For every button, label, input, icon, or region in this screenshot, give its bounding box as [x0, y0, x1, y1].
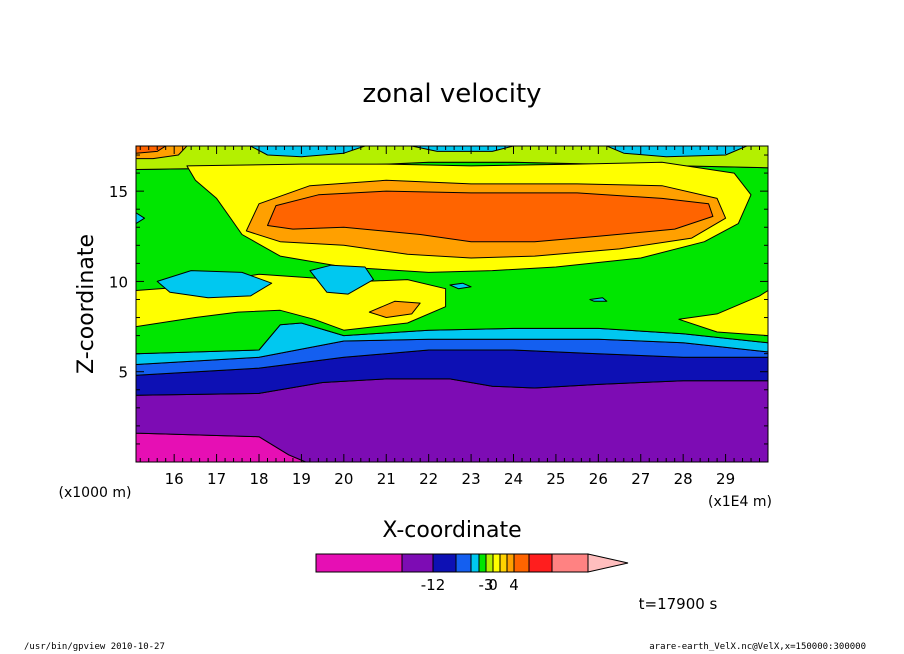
- x-tick-label: 21: [377, 470, 396, 488]
- footer-left: /usr/bin/gpview 2010-10-27: [24, 642, 165, 652]
- x-tick-label: 18: [249, 470, 268, 488]
- colorbar-tick-label: 4: [509, 576, 519, 594]
- colorbar-segment: [506, 553, 515, 573]
- contour-band-21: [606, 146, 748, 158]
- x-tick-label: 29: [716, 470, 735, 488]
- colorbar-tick-label: -12: [421, 576, 446, 594]
- x-tick-label: 16: [165, 470, 184, 488]
- x-tick-label: 20: [334, 470, 353, 488]
- contour-band-19: [250, 146, 366, 158]
- chart-title: zonal velocity: [362, 79, 541, 109]
- colorbar-segment: [478, 553, 487, 573]
- y-tick-label: 15: [109, 183, 128, 201]
- contour-band-9: [678, 290, 768, 337]
- contour-band-15: [156, 270, 273, 299]
- colorbar-tick-label: -3: [479, 576, 494, 594]
- colorbar-segment: [513, 553, 530, 573]
- x-tick-label: 19: [292, 470, 311, 488]
- x-unit-right: (x1E4 m): [708, 494, 772, 510]
- colorbar-segment: [499, 553, 508, 573]
- x-tick-label: 26: [589, 470, 608, 488]
- colorbar: [315, 553, 629, 573]
- colorbar-tick-label: 0: [488, 576, 498, 594]
- y-tick-label: 10: [109, 273, 128, 291]
- contour-band-18: [589, 297, 608, 302]
- contour-band-17: [449, 282, 472, 290]
- colorbar-segment: [485, 553, 494, 573]
- colorbar-segment: [470, 553, 480, 573]
- contour-fill-layer: [136, 146, 768, 462]
- x-tick-label: 23: [462, 470, 481, 488]
- y-axis-label: Z-coordinate: [74, 234, 99, 374]
- colorbar-segment: [432, 553, 457, 573]
- x-tick-label: 22: [419, 470, 438, 488]
- x-axis-label: X-coordinate: [382, 518, 521, 543]
- colorbar-segment: [492, 553, 501, 573]
- colorbar-segment: [551, 553, 589, 573]
- x-unit-left: (x1000 m): [59, 485, 132, 501]
- colorbar-ticks: -12 -30 4: [421, 576, 519, 594]
- contour-band-14: [136, 146, 167, 154]
- colorbar-segment: [315, 553, 403, 573]
- contour-band-13: [267, 190, 714, 243]
- footer-right: arare-earth_VelX.nc@VelX,x=150000:300000: [649, 642, 866, 652]
- plot-frame: [135, 145, 769, 463]
- time-label: t=17900 s: [639, 595, 718, 613]
- x-tick-label: 25: [546, 470, 565, 488]
- colorbar-segment: [455, 553, 472, 573]
- colorbar-segment: [528, 553, 553, 573]
- x-tick-label: 24: [504, 470, 523, 488]
- contour-band-11: [368, 300, 421, 318]
- y-axis: 5 10 15: [109, 154, 768, 445]
- colorbar-arrow: [587, 553, 629, 573]
- x-axis: 16 17 18 19 20 21 22 23 24 25 26 27 28 29: [139, 146, 761, 488]
- x-tick-label: 17: [207, 470, 226, 488]
- x-tick-label: 28: [674, 470, 693, 488]
- x-tick-label: 27: [631, 470, 650, 488]
- colorbar-segment: [401, 553, 434, 573]
- contour-band-16: [309, 264, 374, 295]
- y-tick-label: 5: [118, 364, 128, 382]
- contour-band-22: [136, 212, 145, 225]
